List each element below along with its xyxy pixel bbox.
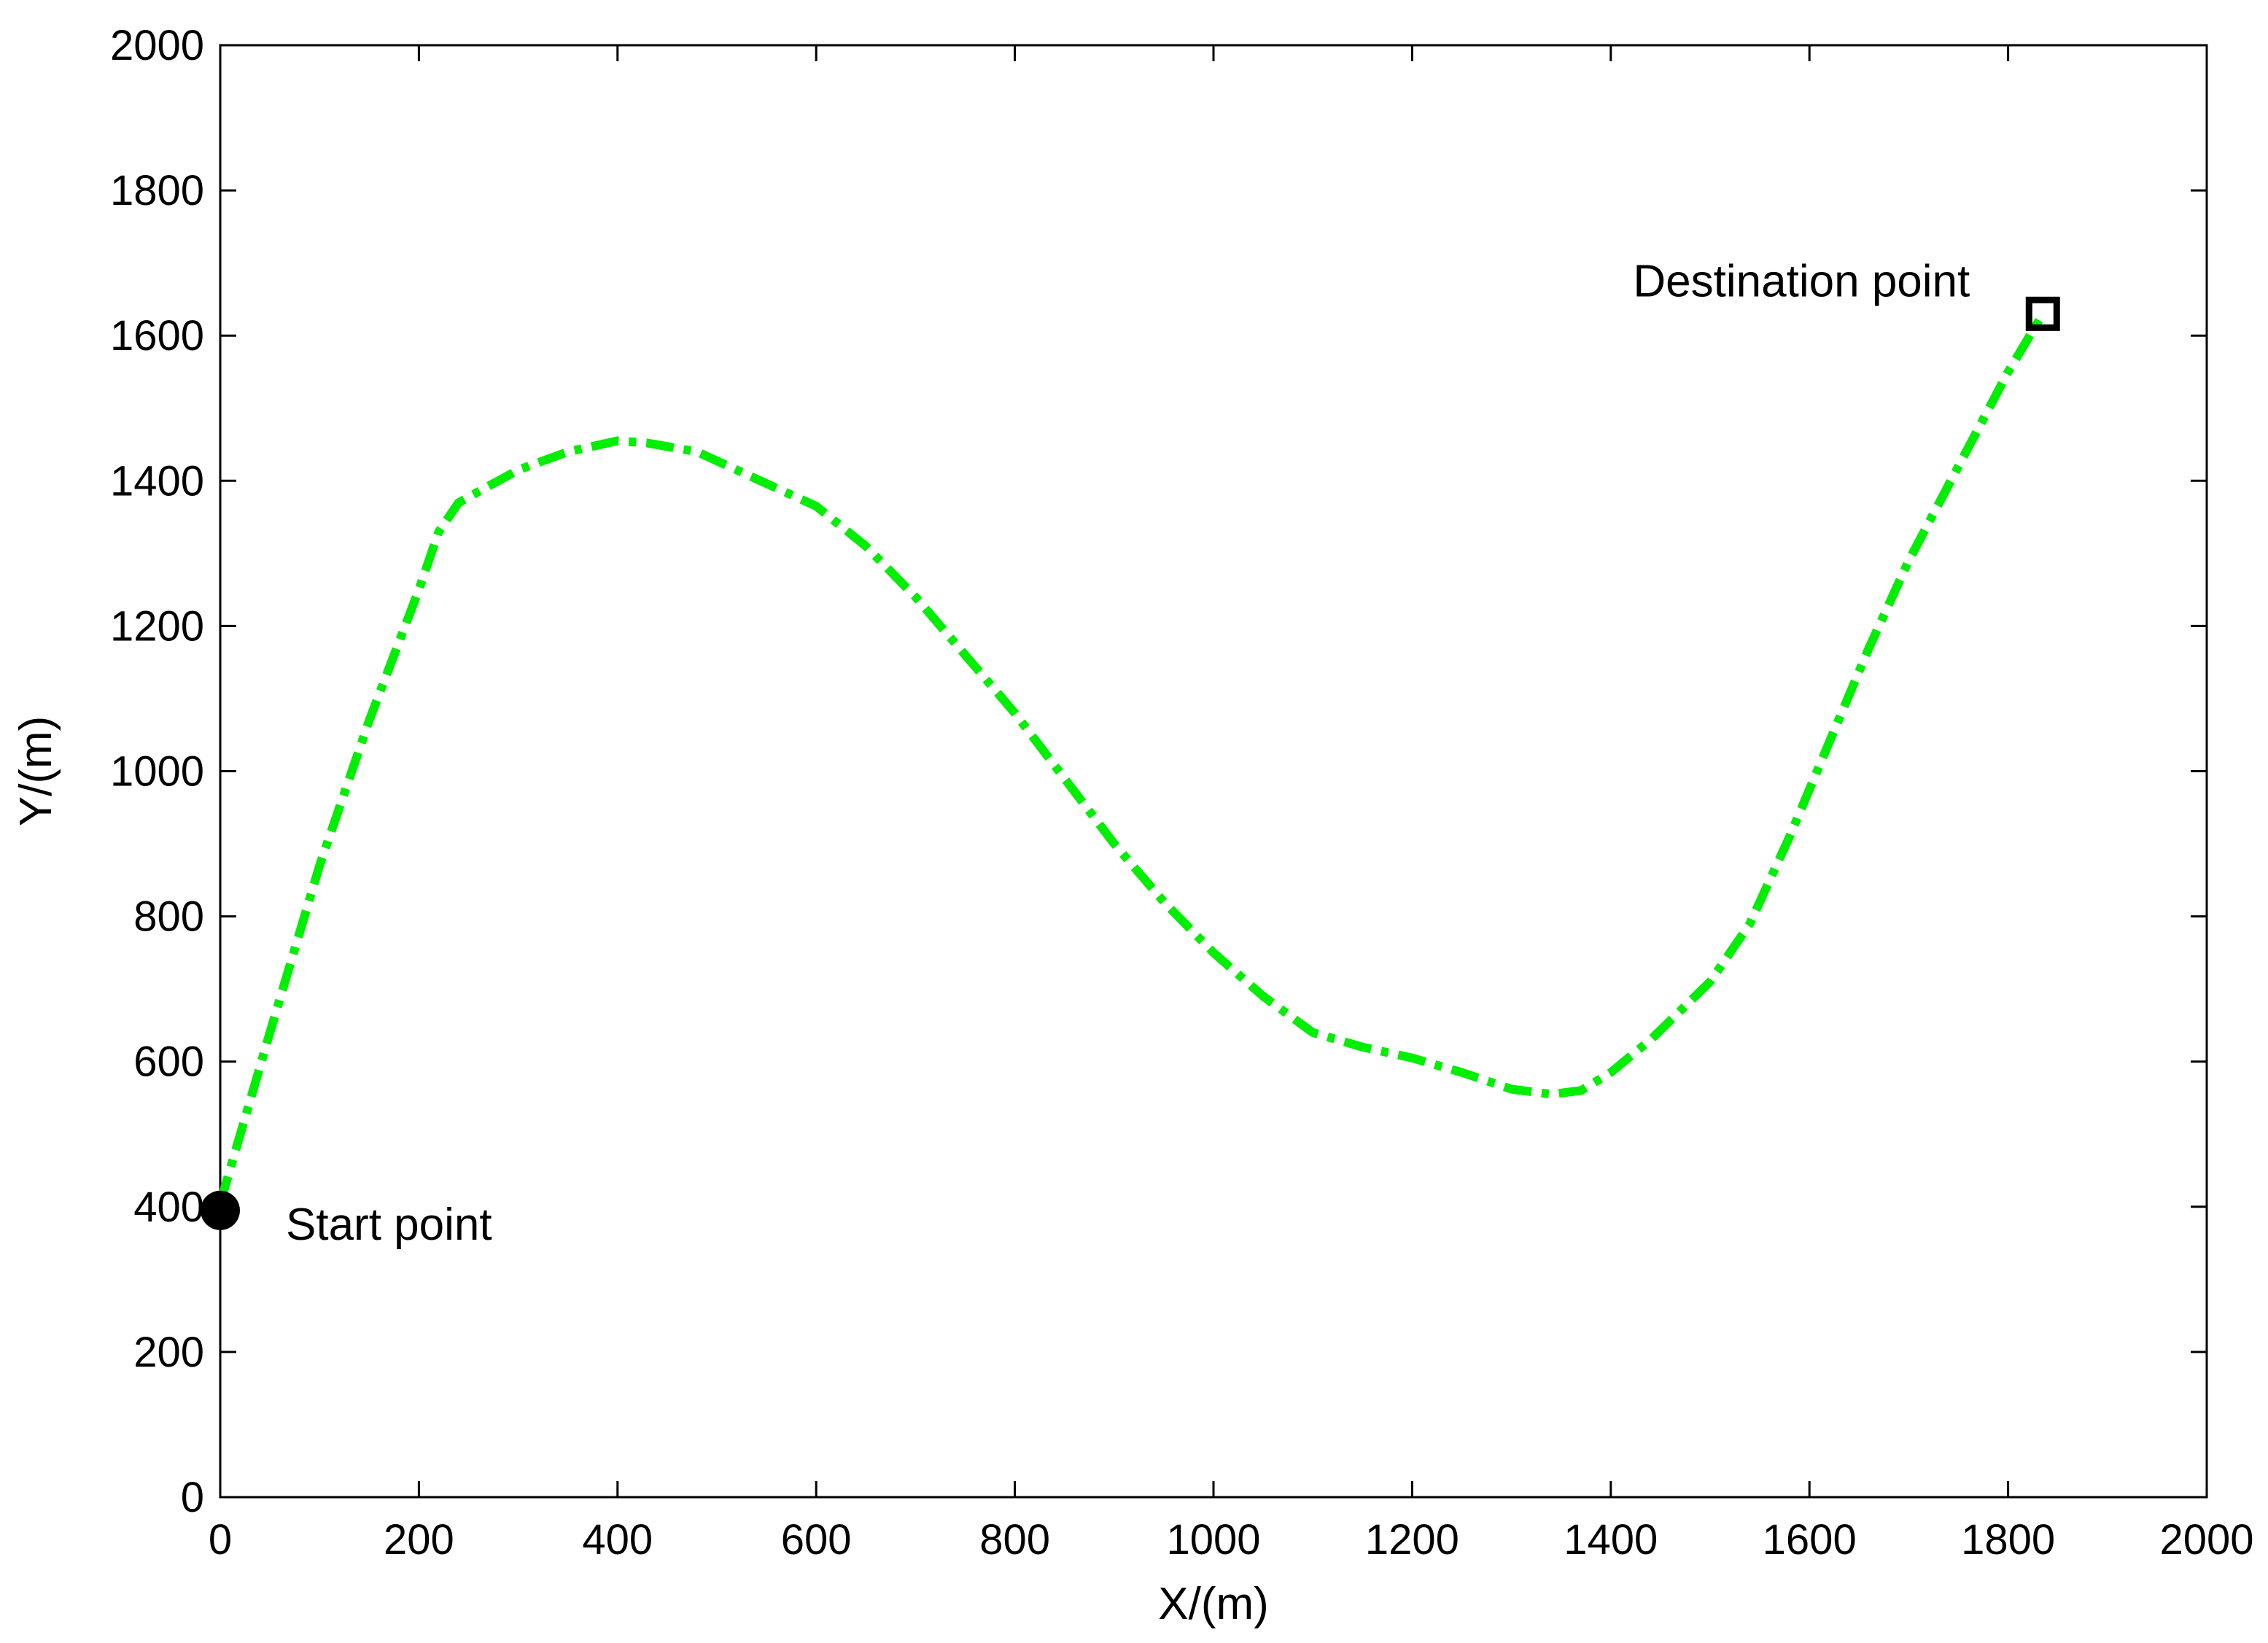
y-tick-label: 1000 (110, 748, 204, 796)
x-tick-label: 1800 (1961, 1516, 2055, 1564)
y-tick-label: 200 (133, 1329, 204, 1376)
y-tick-label: 1800 (110, 167, 204, 214)
y-tick-label: 0 (181, 1474, 204, 1521)
start-point-label: Start point (286, 1200, 492, 1250)
marker-layer (201, 296, 2060, 1230)
start-point-marker (201, 1190, 240, 1230)
y-tick-label: 2000 (110, 22, 204, 69)
trajectory-line (216, 311, 2047, 1205)
y-tick-label: 1600 (110, 312, 204, 360)
x-tick-label: 800 (979, 1516, 1050, 1564)
x-tick-label: 1000 (1166, 1516, 1260, 1564)
series-layer (216, 311, 2047, 1205)
x-tick-label: 2000 (2159, 1516, 2253, 1564)
y-tick-label: 1400 (110, 457, 204, 505)
destination-point-marker (2025, 296, 2060, 331)
destination-point-label: Destination point (1633, 256, 1970, 306)
x-axis-label: X/(m) (1158, 1579, 1269, 1629)
x-tick-label: 1200 (1365, 1516, 1459, 1564)
x-tick-label: 400 (582, 1516, 653, 1564)
x-tick-label: 1600 (1763, 1516, 1857, 1564)
y-tick-label: 400 (133, 1184, 204, 1231)
y-tick-label: 800 (133, 893, 204, 941)
x-tick-label: 1400 (1564, 1516, 1658, 1564)
y-axis: 0 200 400 600 800 1000 1200 1400 1600 1800 2000 (110, 22, 2207, 1521)
y-tick-label: 1200 (110, 602, 204, 650)
x-tick-label: 200 (384, 1516, 454, 1564)
x-tick-label: 600 (781, 1516, 852, 1564)
y-axis-label: Y/(m) (11, 716, 61, 827)
x-axis: 0 200 400 600 800 1000 1200 1400 1600 1800 2000 (209, 45, 2254, 1564)
x-tick-label: 0 (209, 1516, 232, 1564)
y-tick-label: 600 (133, 1038, 204, 1086)
